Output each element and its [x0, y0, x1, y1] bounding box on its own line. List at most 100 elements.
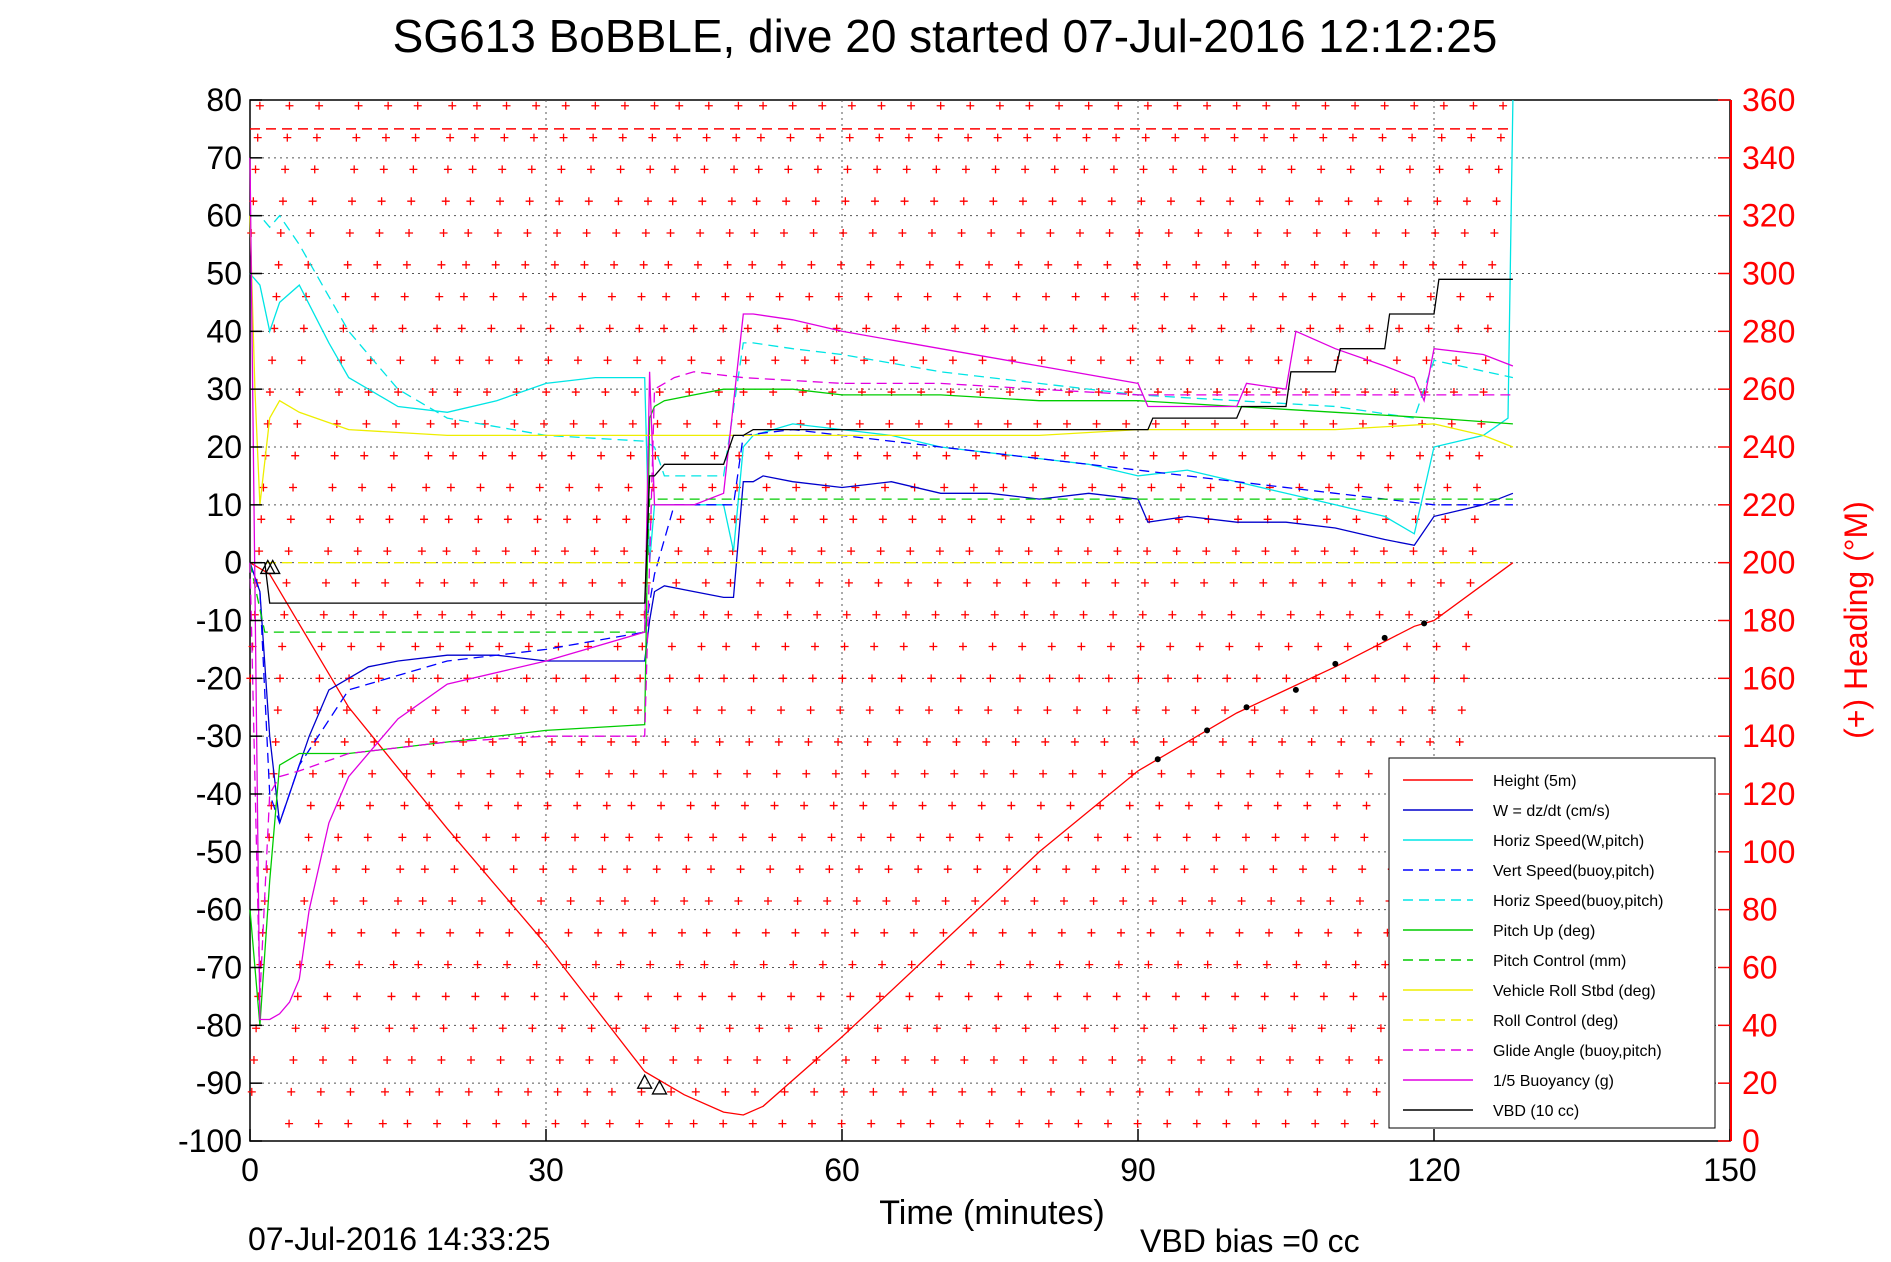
x-tick-label: 120: [1407, 1152, 1460, 1188]
legend-label: W = dz/dt (cm/s): [1493, 803, 1610, 820]
left-tick-label: 20: [206, 429, 242, 465]
chart-title: SG613 BoBBLE, dive 20 started 07-Jul-201…: [393, 10, 1498, 62]
heading-marker: [482, 388, 491, 397]
heading-marker: [1405, 165, 1414, 174]
heading-marker: [420, 865, 429, 874]
heading-marker: [920, 769, 929, 778]
heading-marker: [470, 133, 479, 142]
heading-marker: [848, 960, 857, 969]
heading-marker: [1166, 197, 1175, 206]
heading-marker: [847, 547, 856, 556]
heading-marker: [863, 737, 872, 746]
heading-marker: [412, 992, 421, 1001]
heading-marker: [1119, 451, 1128, 460]
heading-marker: [1010, 324, 1019, 333]
heading-marker: [1078, 197, 1087, 206]
heading-marker: [723, 260, 732, 269]
heading-marker: [380, 1087, 389, 1096]
heading-marker: [798, 388, 807, 397]
heading-marker: [907, 960, 916, 969]
heading-marker: [914, 419, 923, 428]
heading-marker: [474, 515, 483, 524]
heading-marker: [251, 165, 260, 174]
heading-marker: [1171, 992, 1180, 1001]
heading-marker: [700, 960, 709, 969]
heading-marker: [872, 610, 881, 619]
heading-marker: [982, 737, 991, 746]
heading-marker: [409, 165, 418, 174]
heading-marker: [660, 324, 669, 333]
heading-marker: [636, 674, 645, 683]
heading-marker: [680, 451, 689, 460]
heading-marker: [756, 133, 765, 142]
heading-marker: [1065, 388, 1074, 397]
heading-marker: [1023, 992, 1032, 1001]
heading-marker: [708, 483, 717, 492]
heading-marker: [1470, 515, 1479, 524]
right-y-ticks: 3603403203002802602402202001801601401201…: [1718, 82, 1795, 1159]
heading-marker: [1201, 992, 1210, 1001]
heading-marker: [1084, 101, 1093, 110]
heading-marker: [373, 260, 382, 269]
heading-marker: [877, 101, 886, 110]
heading-marker: [904, 133, 913, 142]
heading-marker: [755, 1024, 764, 1033]
heading-marker: [869, 1087, 878, 1096]
heading-marker: [578, 292, 587, 301]
heading-marker: [1199, 1024, 1208, 1033]
right-tick-label: 300: [1742, 256, 1795, 292]
heading-marker: [454, 801, 463, 810]
left-tick-label: -60: [196, 892, 242, 928]
heading-marker: [557, 1024, 566, 1033]
heading-marker: [925, 260, 934, 269]
heading-marker: [546, 324, 555, 333]
heading-marker: [1168, 610, 1177, 619]
heading-marker: [1344, 197, 1353, 206]
heading-marker: [607, 292, 616, 301]
heading-marker: [518, 737, 527, 746]
heading-marker: [467, 1056, 476, 1065]
heading-marker: [881, 483, 890, 492]
heading-marker: [751, 642, 760, 651]
heading-marker: [837, 260, 846, 269]
heading-marker: [519, 292, 528, 301]
heading-marker: [1432, 642, 1441, 651]
heading-marker: [1055, 960, 1064, 969]
heading-marker: [778, 1119, 787, 1128]
heading-marker: [639, 260, 648, 269]
heading-marker: [284, 547, 293, 556]
heading-marker: [456, 769, 465, 778]
heading-marker: [488, 737, 497, 746]
heading-marker: [882, 896, 891, 905]
heading-marker: [503, 960, 512, 969]
heading-marker: [710, 451, 719, 460]
heading-marker: [431, 706, 440, 715]
heading-marker: [830, 356, 839, 365]
heading-marker: [498, 1024, 507, 1033]
heading-marker: [929, 642, 938, 651]
heading-marker: [492, 1119, 501, 1128]
heading-marker: [1244, 801, 1253, 810]
heading-marker: [351, 578, 360, 587]
heading-marker: [821, 928, 830, 937]
right-tick-label: 120: [1742, 776, 1795, 812]
heading-marker: [719, 674, 728, 683]
heading-marker: [1101, 292, 1110, 301]
legend: Height (5m) W = dz/dt (cm/s) Horiz Speed(W…: [1388, 757, 1716, 1129]
right-tick-label: 220: [1742, 487, 1795, 523]
heading-marker: [1052, 133, 1061, 142]
heading-marker: [1252, 674, 1261, 683]
heading-marker: [271, 737, 280, 746]
heading-marker: [1349, 992, 1358, 1001]
heading-marker: [977, 801, 986, 810]
heading-marker: [637, 1087, 646, 1096]
heading-marker: [876, 547, 885, 556]
heading-marker: [740, 801, 749, 810]
heading-marker: [664, 260, 673, 269]
heading-marker: [1462, 642, 1471, 651]
right-tick-label: 200: [1742, 545, 1795, 581]
heading-marker: [1034, 833, 1043, 842]
heading-marker: [616, 165, 625, 174]
heading-marker: [567, 451, 576, 460]
heading-marker: [1347, 1024, 1356, 1033]
